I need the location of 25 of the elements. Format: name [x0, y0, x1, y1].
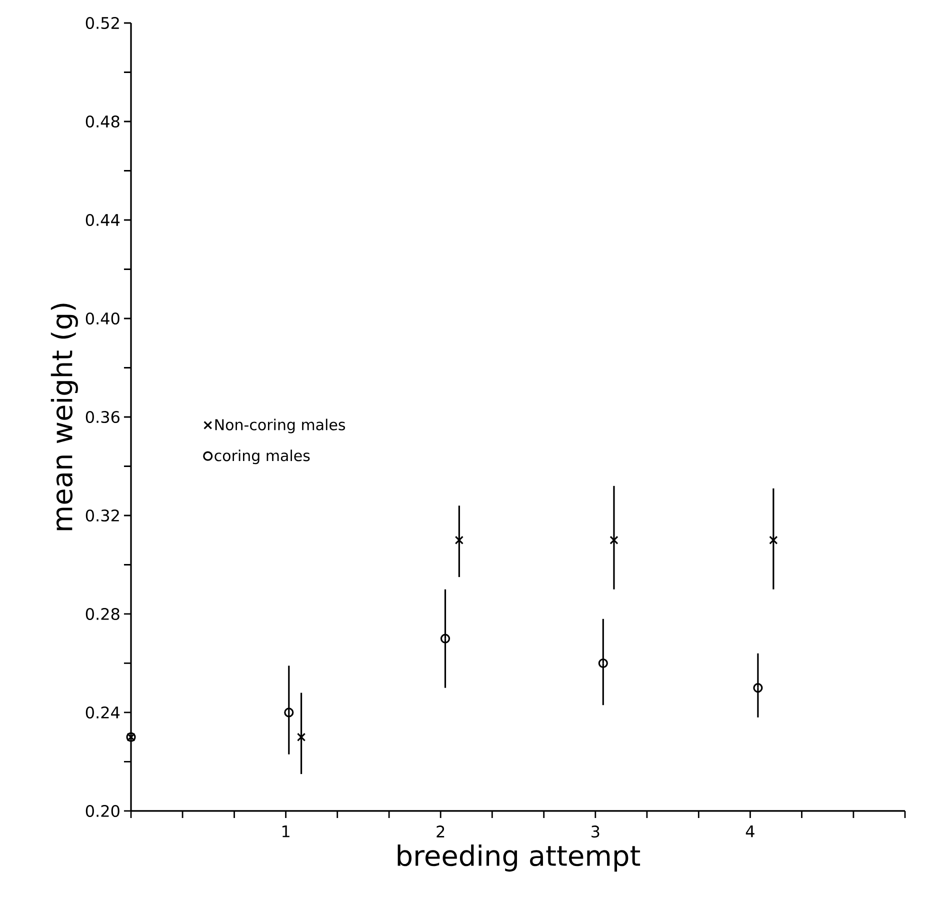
y-axis-title: mean weight (g) — [50, 304, 78, 530]
point — [753, 683, 763, 693]
y-tick-label: 0.28 — [86, 608, 120, 620]
legend-label: coring males — [214, 450, 310, 464]
point — [610, 536, 618, 544]
x-tick-label: 4 — [746, 826, 754, 838]
point — [296, 732, 306, 742]
x-tick-label: 1 — [282, 826, 290, 838]
point — [769, 536, 778, 544]
x-axis-title: breeding attempt — [398, 844, 640, 872]
y-tick-label: 0.40 — [86, 312, 120, 325]
point — [454, 536, 464, 544]
y-tick-label: 0.24 — [86, 706, 120, 719]
y-tick-label: 0.36 — [86, 410, 120, 424]
point — [284, 708, 294, 718]
x-tick-label: 3 — [592, 826, 600, 838]
y-tick-label: 0.20 — [86, 804, 120, 818]
point — [598, 658, 608, 668]
x-tick-label: 2 — [436, 826, 444, 838]
legend-label: Non-coring males — [215, 418, 346, 434]
y-tick-label: 0.32 — [86, 509, 119, 522]
y-tick-label: 0.52 — [86, 16, 119, 30]
y-tick-label: 0.44 — [86, 214, 120, 226]
y-tick-label: 0.48 — [86, 115, 120, 128]
point — [440, 634, 450, 644]
